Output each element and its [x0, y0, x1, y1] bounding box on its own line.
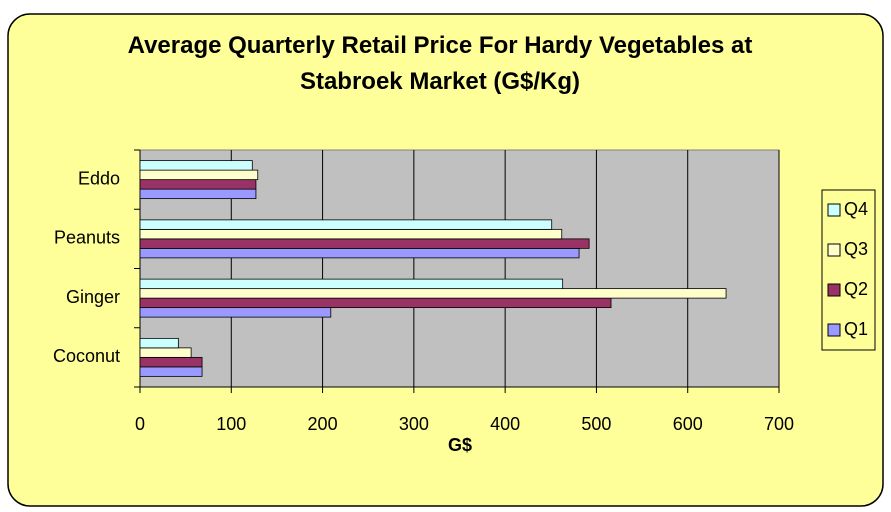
- legend-swatch: [827, 283, 841, 297]
- y-tick-label: Ginger: [66, 287, 120, 307]
- bar: [139, 160, 253, 171]
- bar: [139, 238, 590, 249]
- x-tick-label: 400: [490, 414, 520, 434]
- x-tick-label: 100: [216, 414, 246, 434]
- legend-label: Q2: [844, 279, 868, 299]
- bar: [139, 179, 257, 190]
- bar: [139, 337, 179, 349]
- y-tick-label: Peanuts: [54, 228, 120, 248]
- legend-swatch: [827, 203, 841, 217]
- chart-title: Average Quarterly Retail Price For Hardy…: [127, 32, 753, 95]
- bar: [139, 366, 203, 377]
- legend-label: Q4: [844, 199, 868, 219]
- bar: [139, 297, 612, 309]
- bar: [139, 219, 553, 230]
- bar: [139, 169, 259, 181]
- bar: [139, 188, 257, 200]
- x-tick-label: 200: [308, 414, 338, 434]
- bar: [139, 307, 332, 318]
- legend-swatch: [827, 323, 841, 337]
- x-tick-label: 300: [399, 414, 429, 434]
- x-axis-label: G$: [448, 435, 472, 455]
- x-tick-label: 0: [135, 414, 145, 434]
- legend-swatch: [827, 243, 841, 257]
- x-tick-label: 700: [764, 414, 794, 434]
- bar: [139, 288, 727, 299]
- bar: [139, 247, 580, 259]
- bar: [139, 228, 563, 240]
- bar: [139, 278, 564, 290]
- bar: [139, 347, 192, 358]
- y-tick-label: Coconut: [53, 346, 120, 366]
- bar: [139, 356, 203, 368]
- y-tick-label: Eddo: [78, 168, 120, 188]
- legend-box: [821, 189, 876, 351]
- x-tick-label: 600: [673, 414, 703, 434]
- legend-label: Q3: [844, 239, 868, 259]
- legend-label: Q1: [844, 319, 868, 339]
- x-tick-label: 500: [581, 414, 611, 434]
